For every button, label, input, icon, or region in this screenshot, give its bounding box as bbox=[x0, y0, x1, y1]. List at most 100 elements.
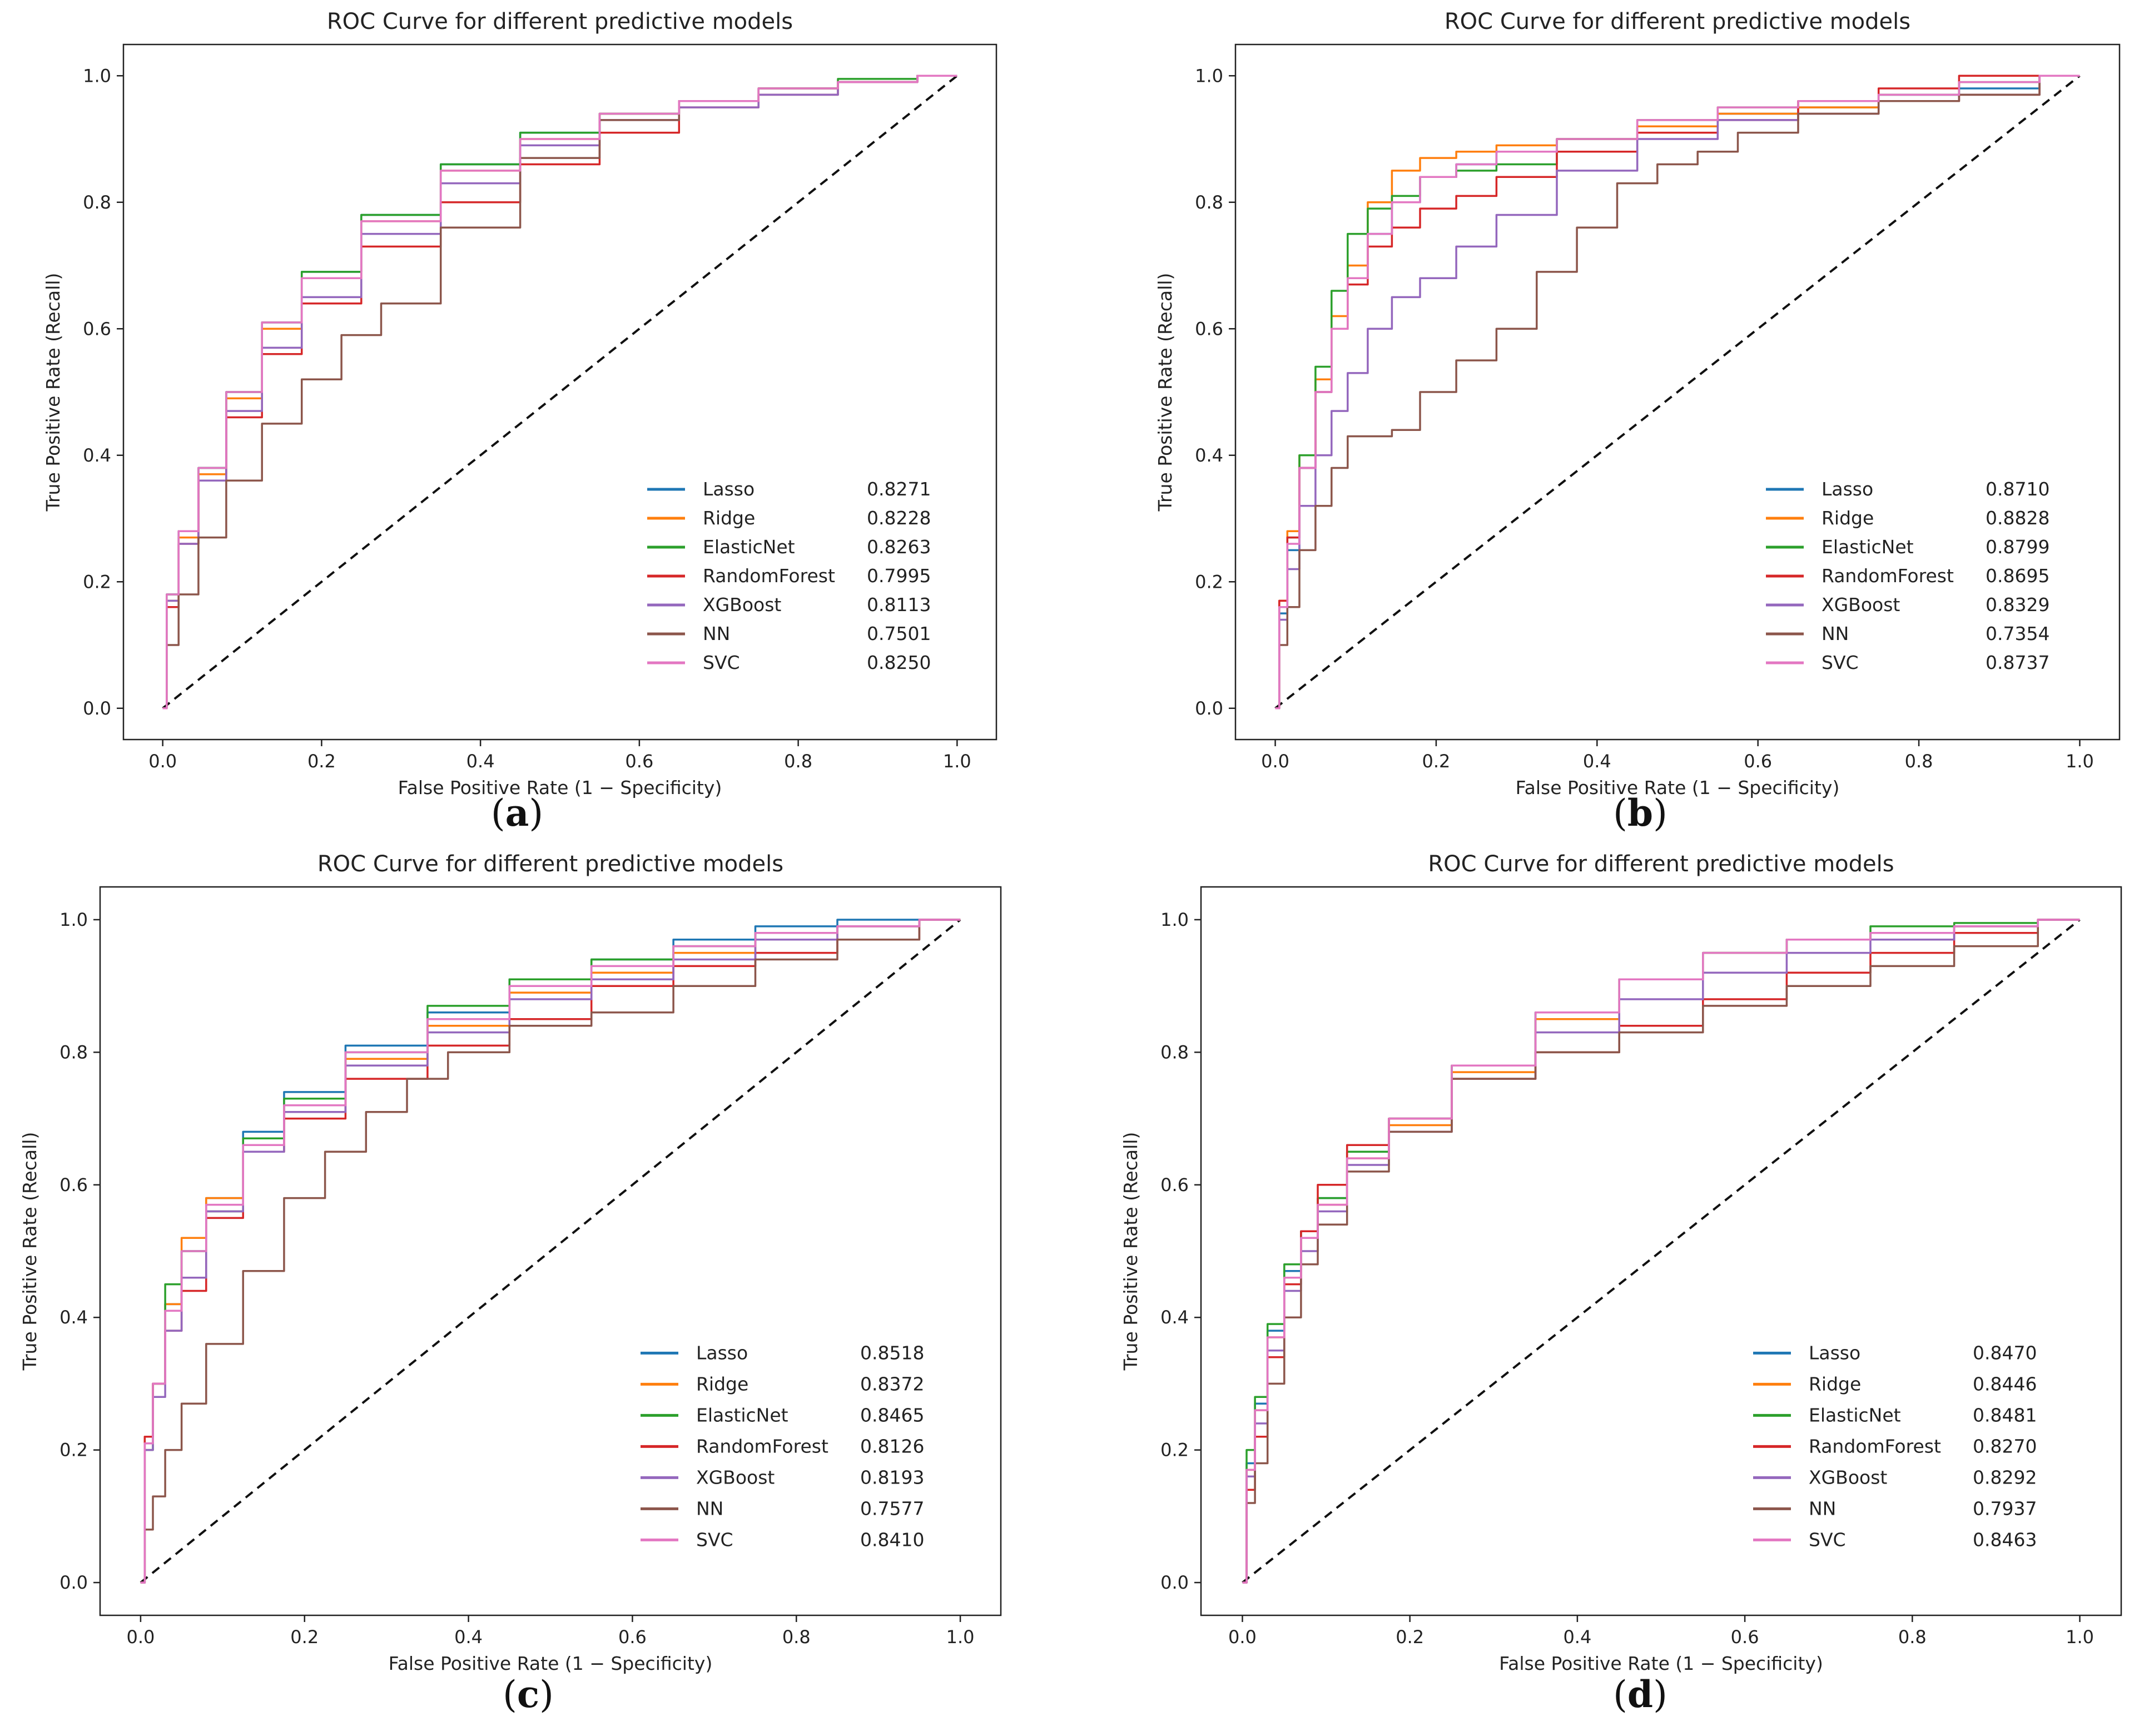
legend-auc: 0.7577 bbox=[860, 1497, 924, 1519]
roc-line-nn bbox=[140, 919, 961, 1584]
chart-title: ROC Curve for different predictive model… bbox=[1445, 9, 1910, 34]
x-tick-label: 1.0 bbox=[946, 1626, 975, 1648]
x-tick-label: 0.6 bbox=[618, 1626, 647, 1648]
axes-frame bbox=[1200, 886, 2122, 1616]
panel-label-close: ) bbox=[1653, 1673, 1667, 1716]
x-tick-label: 0.2 bbox=[290, 1626, 319, 1648]
y-tick-label: 0.4 bbox=[83, 445, 111, 466]
legend-auc: 0.8113 bbox=[867, 594, 931, 616]
roc-line-svc bbox=[162, 75, 957, 710]
panel-label-letter: c bbox=[517, 1673, 539, 1716]
panel-label-open: ( bbox=[503, 1673, 517, 1716]
y-tick-label: 0.6 bbox=[1160, 1174, 1189, 1196]
panel-label-letter: d bbox=[1627, 1673, 1653, 1716]
y-axis-label: True Positive Rate (Recall) bbox=[19, 1132, 41, 1371]
legend-label: Lasso bbox=[696, 1342, 748, 1363]
legend-label: Ridge bbox=[696, 1373, 748, 1395]
roc-panel-b: ROC Curve for different predictive model… bbox=[1154, 9, 2121, 835]
legend-auc: 0.8410 bbox=[860, 1529, 924, 1550]
panel-label-open: ( bbox=[491, 792, 505, 835]
legend-label: ElasticNet bbox=[696, 1404, 788, 1426]
y-tick-label: 1.0 bbox=[1195, 65, 1223, 86]
x-tick-label: 0.0 bbox=[1261, 751, 1289, 772]
x-tick-label: 0.4 bbox=[454, 1626, 483, 1648]
x-tick-label: 0.8 bbox=[784, 751, 812, 772]
roc-panel-d: ROC Curve for different predictive model… bbox=[1120, 851, 2122, 1716]
legend: Lasso 0.8518 Ridge 0.8372 ElasticNet 0.8465 Ra… bbox=[641, 1342, 924, 1550]
legend-label: Lasso bbox=[1809, 1342, 1860, 1363]
legend-auc: 0.8470 bbox=[1973, 1342, 2037, 1363]
y-tick-label: 0.4 bbox=[1160, 1307, 1189, 1328]
x-tick-label: 0.0 bbox=[126, 1626, 155, 1648]
y-tick-label: 0.0 bbox=[1160, 1572, 1189, 1593]
legend-label: XGBoost bbox=[1809, 1466, 1887, 1488]
x-tick-label: 0.8 bbox=[1898, 1626, 1927, 1648]
y-tick-label: 1.0 bbox=[59, 909, 88, 930]
legend-auc: 0.8710 bbox=[1986, 478, 2049, 500]
y-axis-label: True Positive Rate (Recall) bbox=[1154, 273, 1176, 512]
legend-label: ElasticNet bbox=[1809, 1404, 1901, 1426]
legend-auc: 0.8329 bbox=[1986, 594, 2049, 616]
panel-label-close: ) bbox=[1653, 792, 1667, 835]
legend-label: ElasticNet bbox=[703, 536, 795, 558]
x-tick-label: 0.0 bbox=[1228, 1626, 1257, 1648]
roc-line-svc bbox=[140, 919, 961, 1584]
legend-auc: 0.8271 bbox=[867, 478, 931, 500]
legend-auc: 0.8292 bbox=[1973, 1466, 2037, 1488]
legend-auc: 0.8193 bbox=[860, 1466, 924, 1488]
x-tick-label: 0.2 bbox=[1396, 1626, 1424, 1648]
y-tick-label: 0.8 bbox=[83, 192, 111, 213]
x-tick-label: 0.4 bbox=[1563, 1626, 1591, 1648]
panel-label: (a) bbox=[491, 791, 543, 835]
legend-auc: 0.8695 bbox=[1986, 565, 2049, 587]
x-tick-label: 0.4 bbox=[1583, 751, 1611, 772]
legend-label: SVC bbox=[1822, 652, 1859, 673]
legend-auc: 0.8465 bbox=[860, 1404, 924, 1426]
x-axis-label: False Positive Rate (1 − Specificity) bbox=[1499, 1653, 1823, 1674]
y-axis-label: True Positive Rate (Recall) bbox=[42, 273, 64, 512]
legend-auc: 0.8463 bbox=[1973, 1529, 2037, 1550]
legend-auc: 0.8446 bbox=[1973, 1373, 2037, 1395]
legend-auc: 0.8263 bbox=[867, 536, 931, 558]
x-tick-label: 0.8 bbox=[1905, 751, 1933, 772]
legend-auc: 0.8250 bbox=[867, 652, 931, 673]
x-axis-label: False Positive Rate (1 − Specificity) bbox=[1516, 777, 1840, 798]
x-tick-label: 0.2 bbox=[1422, 751, 1450, 772]
panel-label-letter: b bbox=[1627, 791, 1653, 835]
legend: Lasso 0.8470 Ridge 0.8446 ElasticNet 0.8481 Ra… bbox=[1753, 1342, 2037, 1550]
roc-line-svc bbox=[1242, 919, 2080, 1584]
legend-label: SVC bbox=[703, 652, 740, 673]
y-tick-label: 1.0 bbox=[83, 65, 111, 86]
panel-label-open: ( bbox=[1613, 1673, 1627, 1716]
x-tick-label: 0.6 bbox=[1744, 751, 1772, 772]
x-tick-label: 0.0 bbox=[148, 751, 177, 772]
panel-label: (b) bbox=[1613, 791, 1667, 835]
y-tick-label: 0.4 bbox=[1195, 445, 1223, 466]
axes-frame bbox=[99, 886, 1002, 1616]
legend-label: SVC bbox=[1809, 1529, 1846, 1550]
x-tick-label: 0.8 bbox=[782, 1626, 811, 1648]
chart-title: ROC Curve for different predictive model… bbox=[327, 9, 793, 34]
x-tick-label: 0.2 bbox=[307, 751, 336, 772]
x-tick-label: 0.4 bbox=[466, 751, 495, 772]
y-tick-label: 1.0 bbox=[1160, 909, 1189, 930]
chance-diagonal bbox=[1274, 75, 2081, 710]
legend-label: NN bbox=[1822, 623, 1849, 644]
legend-label: NN bbox=[696, 1497, 723, 1519]
legend-auc: 0.8372 bbox=[860, 1373, 924, 1395]
legend-label: Ridge bbox=[1822, 507, 1874, 529]
chart-title: ROC Curve for different predictive model… bbox=[1428, 851, 1894, 877]
legend-auc: 0.8737 bbox=[1986, 652, 2049, 673]
panel-label-close: ) bbox=[529, 792, 543, 835]
legend-auc: 0.8228 bbox=[867, 507, 931, 529]
legend-label: Ridge bbox=[703, 507, 755, 529]
x-tick-label: 1.0 bbox=[2066, 751, 2094, 772]
x-tick-label: 1.0 bbox=[2066, 1626, 2094, 1648]
x-tick-label: 0.6 bbox=[1731, 1626, 1759, 1648]
chance-diagonal bbox=[140, 919, 961, 1584]
x-tick-label: 1.0 bbox=[943, 751, 971, 772]
legend-label: Lasso bbox=[703, 478, 755, 500]
roc-panel-a: ROC Curve for different predictive model… bbox=[42, 9, 997, 835]
chance-diagonal bbox=[1242, 919, 2081, 1584]
y-tick-label: 0.8 bbox=[1160, 1041, 1189, 1063]
